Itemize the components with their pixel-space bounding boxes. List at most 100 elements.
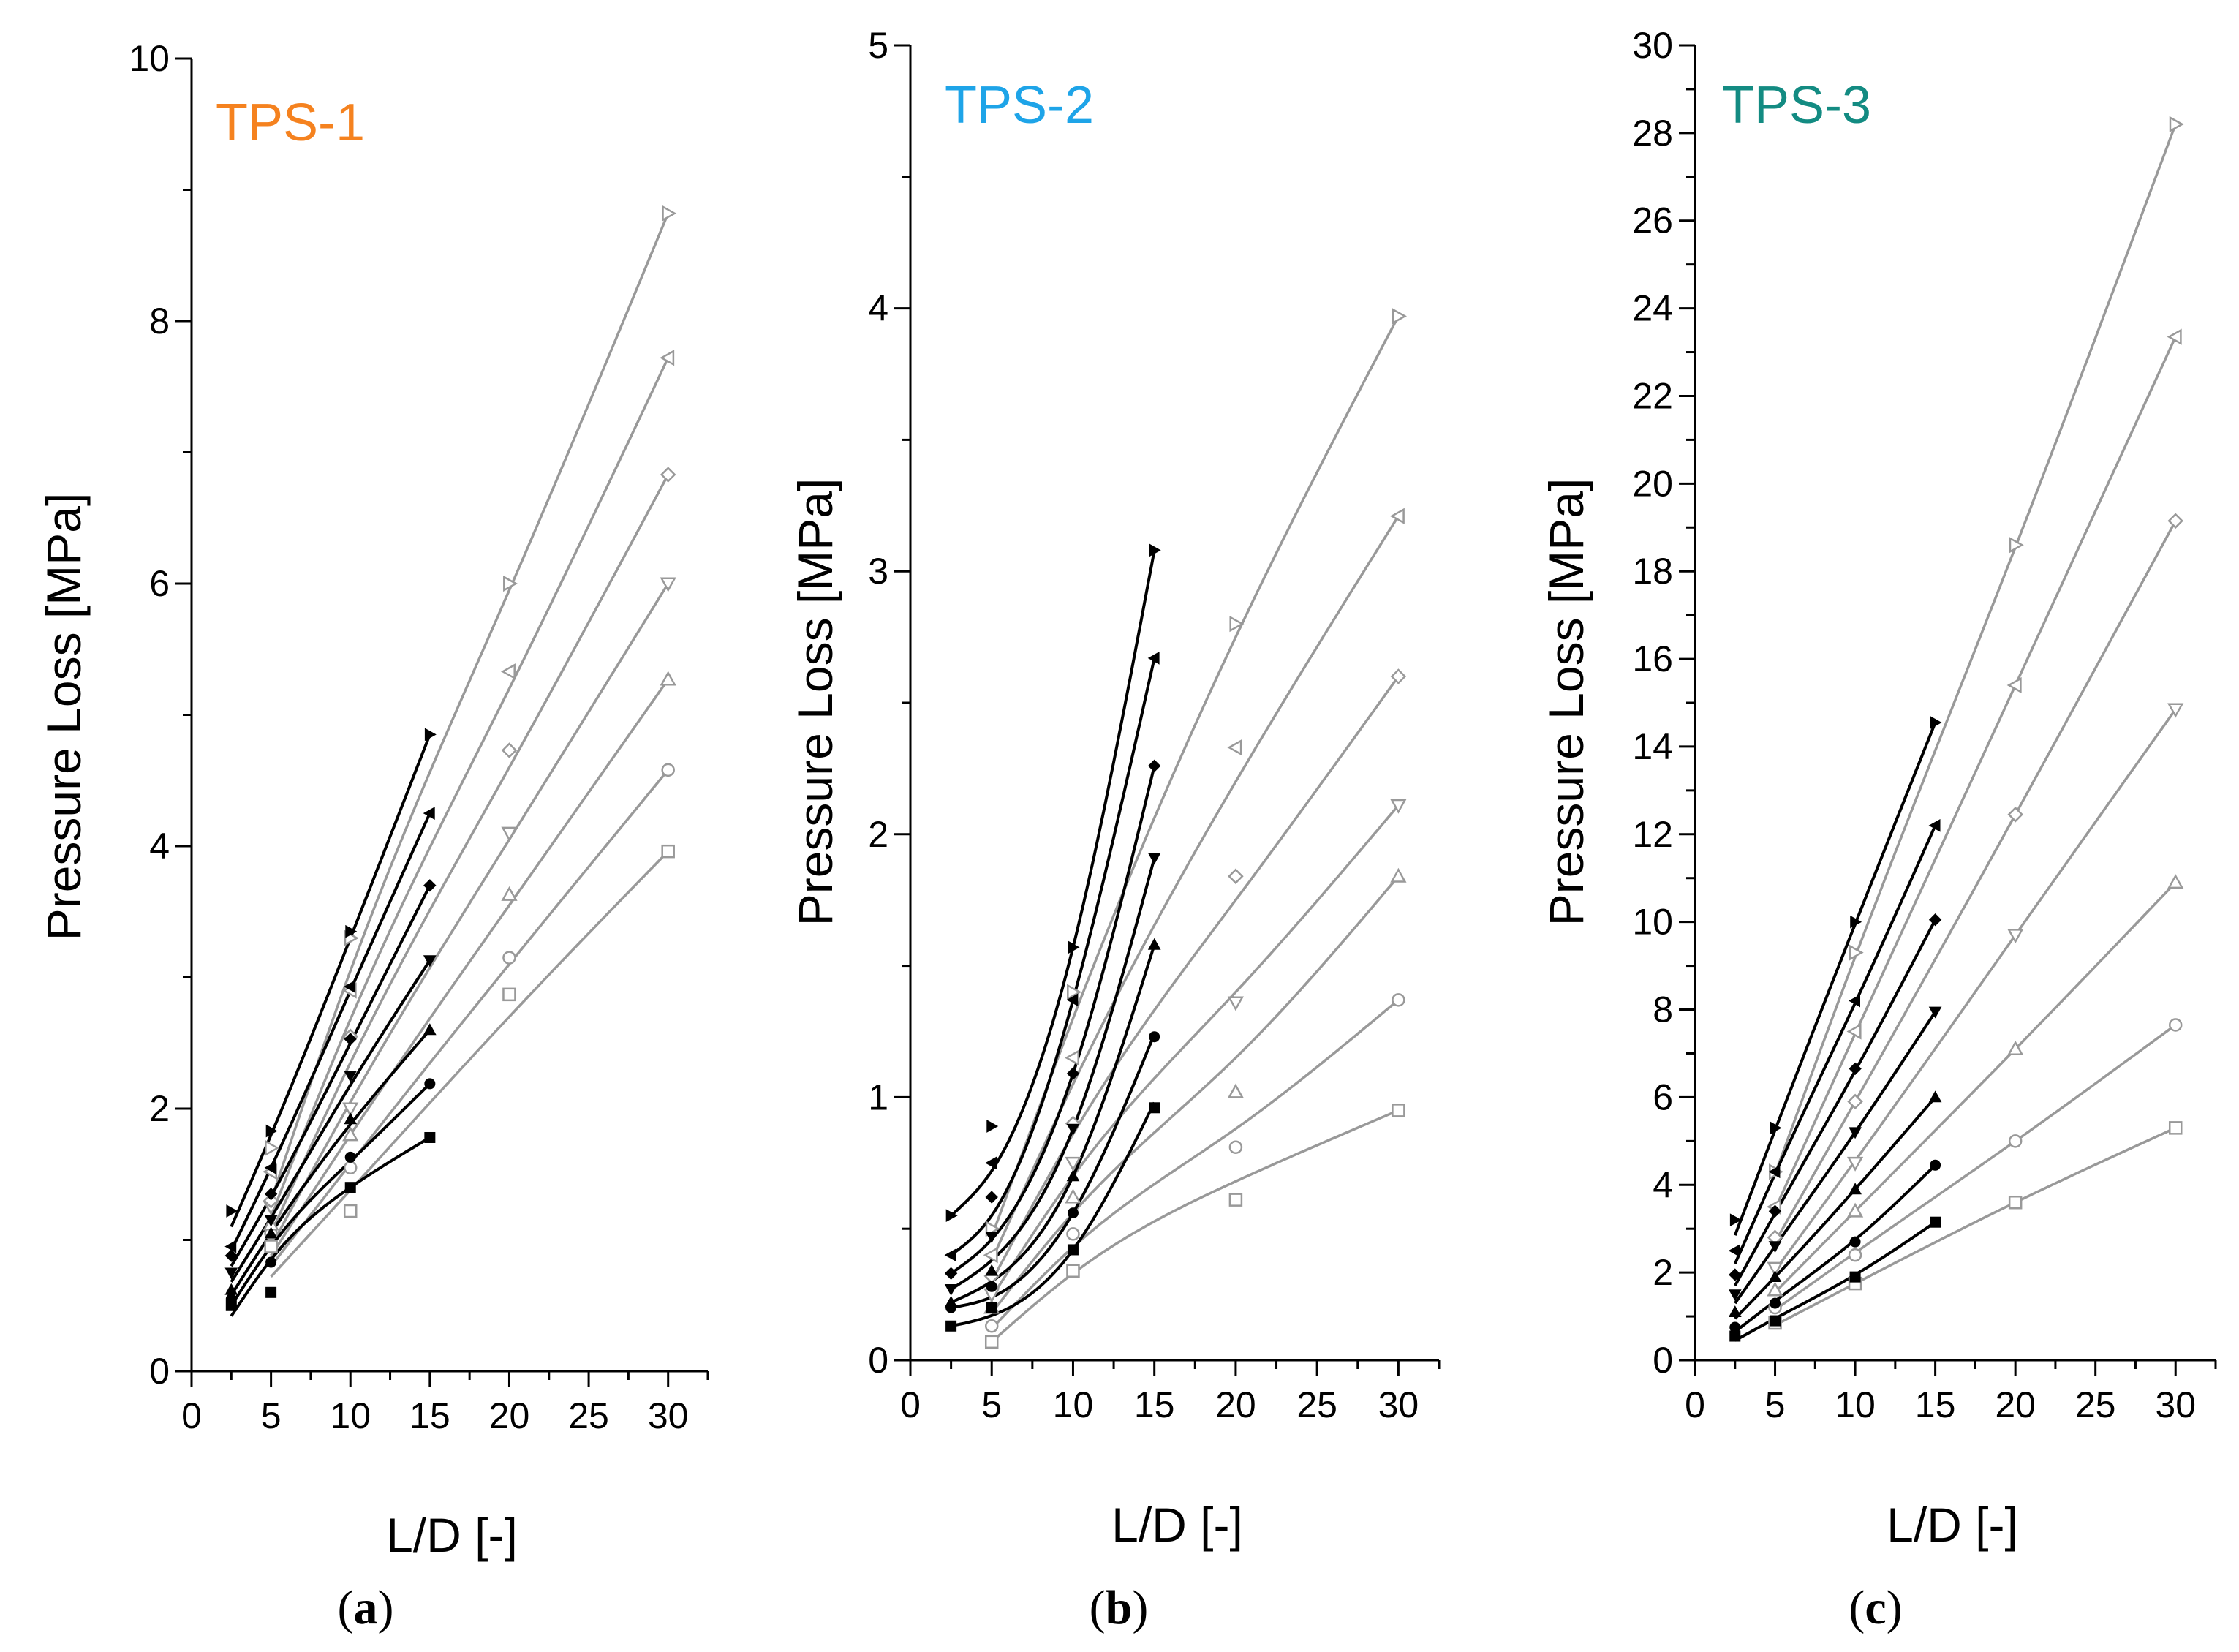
- panel-a-fit-grey-2: [270, 769, 670, 1267]
- panel-b-point-black-1: [945, 1320, 957, 1332]
- panel-c-fit-grey-7: [1773, 124, 2177, 1174]
- panel-a-point-black-4: [264, 1215, 278, 1227]
- panel-b-point-black-3: [985, 1264, 999, 1276]
- panel-a-point-black-7: [345, 924, 358, 938]
- panel-b-point-black-6: [1066, 993, 1079, 1007]
- panel-c-caption-open: (: [1849, 1581, 1865, 1634]
- panel-c-point-black-5: [1768, 1204, 1782, 1218]
- panel-a-x-tick-label: 30: [648, 1395, 689, 1436]
- panel-b-plot-area: 0 5 10 15 20 25 30 0 1 2 3 4 5: [868, 25, 1441, 1425]
- panel-b-caption-letter: b: [1106, 1581, 1133, 1634]
- panel-a-x-tick-label: 10: [330, 1395, 371, 1436]
- panel-c-x-tick-label: 15: [1915, 1384, 1956, 1425]
- panel-b-point-grey-2: [984, 1319, 999, 1333]
- panel-b-tps-2: 0 5 10 15 20 25 30 0 1 2 3 4 5 TPS-2 L/D [-] Pressur…: [788, 25, 1441, 1634]
- panel-a-point-black-6: [344, 980, 356, 993]
- panel-c-point-black-4: [1728, 1289, 1742, 1302]
- panel-b-fit-grey-7: [990, 315, 1400, 1237]
- panel-b-point-black-5: [1066, 1067, 1080, 1080]
- panel-a-point-grey-1: [502, 987, 516, 1002]
- panel-b-point-grey-5: [1390, 668, 1407, 684]
- panel-c-point-black-4: [1768, 1241, 1782, 1253]
- panel-c-fit-grey-3: [1774, 881, 2177, 1294]
- panel-c-point-grey-3: [2007, 1040, 2024, 1055]
- panel-a-fit-black-4: [230, 959, 431, 1283]
- panel-c-point-grey-2: [2168, 1018, 2183, 1032]
- panel-c-point-black-3: [1849, 1183, 1862, 1195]
- panel-b-point-grey-1: [984, 1335, 999, 1349]
- panel-b-point-grey-3: [1390, 867, 1407, 883]
- panel-a-fit-black-2: [230, 1082, 431, 1307]
- panel-b-fit-black-3: [950, 944, 1156, 1304]
- panel-b-point-grey-2: [1066, 1227, 1080, 1241]
- panel-b-x-tick-label: 30: [1378, 1384, 1419, 1425]
- panel-a-fit-black-7: [230, 733, 431, 1228]
- panel-a-point-grey-3: [660, 671, 676, 686]
- panel-c-y-tick-label: 18: [1632, 551, 1673, 592]
- panel-a-point-black-1: [265, 1286, 277, 1298]
- panel-b-fit-black-6: [950, 657, 1156, 1256]
- panel-c-fit-black-1: [1734, 1221, 1936, 1342]
- panel-b-point-black-1: [1067, 1244, 1079, 1256]
- panel-b-point-grey-7: [1229, 615, 1245, 633]
- panel-a-point-black-6: [224, 1240, 237, 1253]
- panel-b-x-tick-label: 25: [1296, 1384, 1337, 1425]
- panel-a-point-black-7: [226, 1204, 238, 1218]
- panel-c-point-grey-4: [2007, 929, 2024, 944]
- panel-a-plot-area: 0 5 10 15 20 25 30 0 2 4 6 8 10: [129, 38, 709, 1436]
- panel-a-fit-black-1: [230, 1136, 431, 1317]
- panel-b-point-grey-2: [1228, 1140, 1243, 1154]
- panel-c-point-black-5: [1849, 1062, 1862, 1076]
- panel-a-point-grey-6: [500, 663, 516, 680]
- panel-c-x-tick-label: 0: [1685, 1384, 1705, 1425]
- panel-b-point-grey-1: [1392, 1104, 1405, 1117]
- panel-a-point-black-2: [344, 1151, 356, 1163]
- panel-a-point-grey-1: [264, 1240, 278, 1253]
- panel-b-point-black-4: [1147, 853, 1161, 865]
- panel-b-point-grey-7: [1392, 308, 1407, 325]
- panel-b-y-tick-label: 3: [868, 551, 888, 592]
- panel-c-y-tick-label: 14: [1632, 726, 1673, 767]
- panel-b-x-tick-label: 10: [1053, 1384, 1094, 1425]
- panel-a-point-grey-7: [662, 205, 677, 222]
- panel-b-point-grey-6: [1227, 739, 1242, 756]
- panel-c-point-black-3: [1728, 1305, 1742, 1317]
- panel-c-fit-black-2: [1734, 1163, 1936, 1333]
- panel-a-fit-grey-6: [269, 357, 670, 1217]
- panel-a-y-tick-label: 2: [149, 1088, 170, 1129]
- panel-c-point-grey-1: [2168, 1121, 2183, 1135]
- panel-c-x-axis-title: L/D [-]: [1887, 1498, 2018, 1552]
- panel-c-point-black-1: [1930, 1216, 1941, 1228]
- panel-c-fit-black-3: [1734, 1096, 1937, 1320]
- panel-b-fit-grey-3: [990, 875, 1400, 1314]
- panel-b-fit-grey-1: [991, 1109, 1400, 1343]
- panel-a-point-grey-5: [501, 742, 518, 758]
- panel-c-fit-grey-4: [1774, 708, 2177, 1272]
- panel-a-point-grey-6: [660, 350, 675, 366]
- panel-a-x-tick-label: 15: [409, 1395, 450, 1436]
- panel-b-fit-black-7: [950, 550, 1156, 1217]
- panel-a-fit-grey-4: [270, 583, 670, 1248]
- panel-c-y-axis-title: Pressure Loss [MPa]: [1539, 478, 1593, 927]
- panel-c-point-grey-3: [1767, 1281, 1783, 1297]
- panel-b-point-black-3: [944, 1295, 958, 1308]
- panel-b-point-grey-6: [1064, 1049, 1079, 1066]
- panel-c-point-grey-7: [2169, 116, 2184, 133]
- panel-c-y-tick-label: 0: [1653, 1340, 1673, 1381]
- panel-c-point-black-2: [1729, 1321, 1741, 1333]
- panel-b-point-black-1: [986, 1302, 997, 1313]
- panel-c-y-tick-label: 8: [1653, 989, 1673, 1030]
- panel-a-point-grey-2: [502, 951, 516, 965]
- panel-c-point-black-5: [1729, 1268, 1742, 1281]
- panel-a-point-black-3: [423, 1023, 437, 1036]
- panel-a-y-tick-label: 10: [129, 38, 170, 79]
- panel-c-y-tick-label: 30: [1632, 25, 1673, 66]
- panel-a-x-tick-label: 20: [489, 1395, 530, 1436]
- panel-b-x-tick-label: 5: [981, 1384, 1002, 1425]
- panel-c-y-tick-label: 10: [1632, 902, 1673, 943]
- panel-c-point-black-6: [1768, 1165, 1781, 1179]
- panel-c-point-grey-2: [1848, 1248, 1862, 1262]
- panel-c-point-black-1: [1849, 1271, 1861, 1283]
- panel-b-point-grey-6: [1389, 508, 1405, 524]
